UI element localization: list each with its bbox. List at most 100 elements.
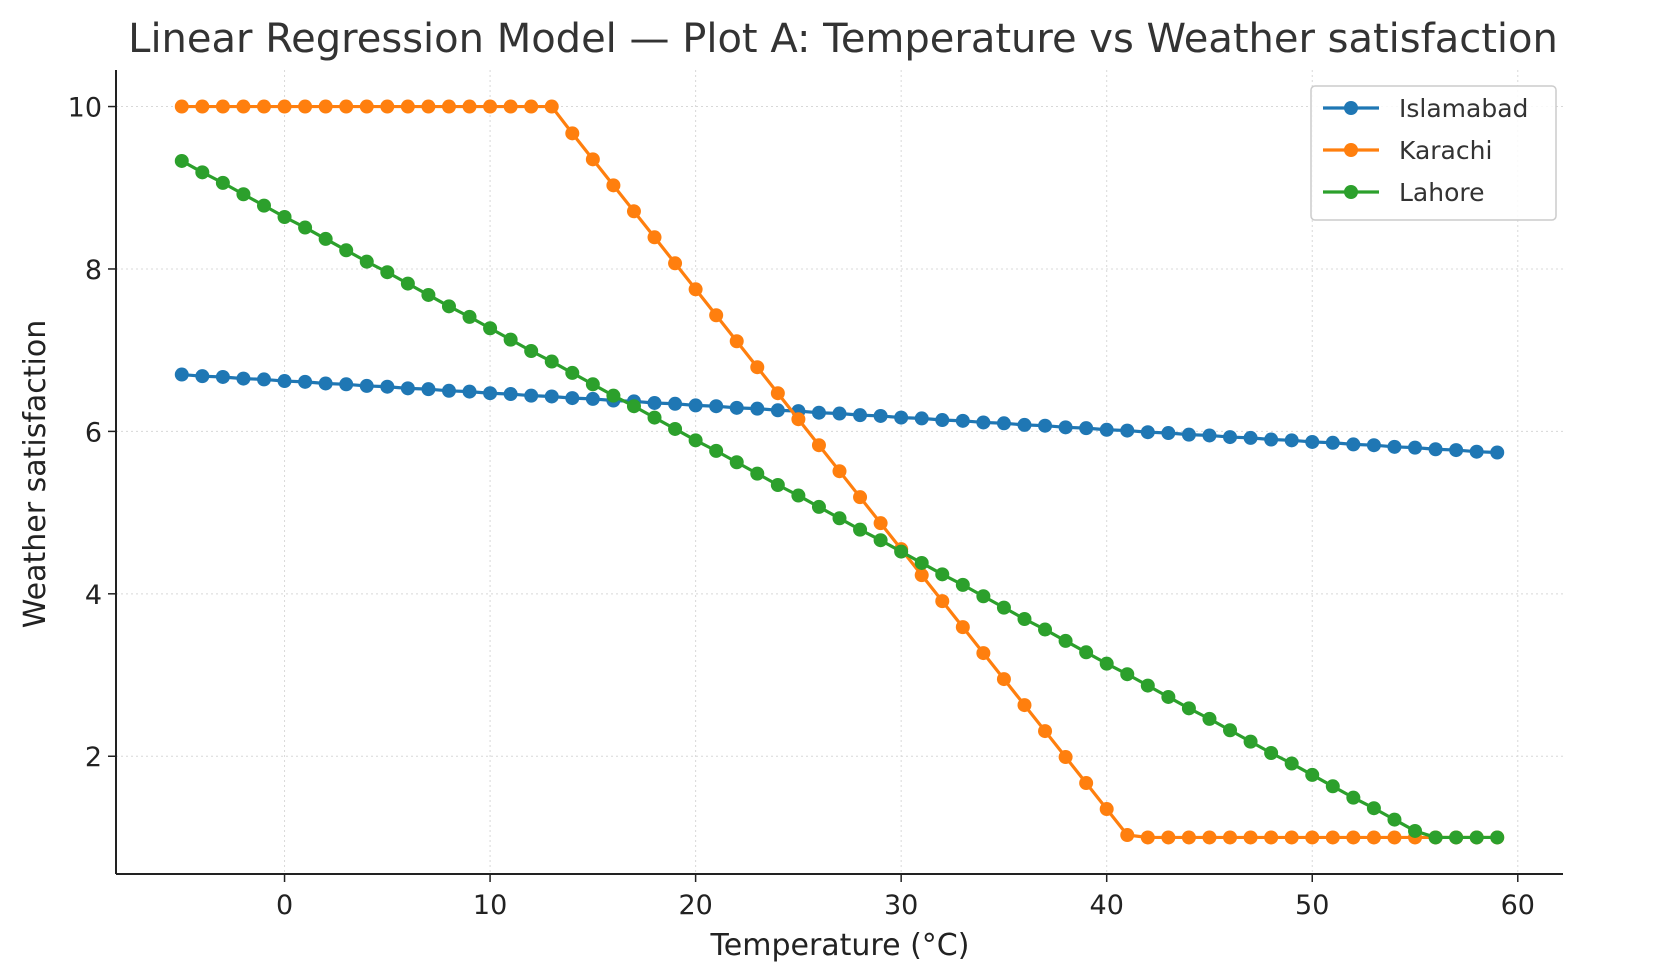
data-point-islamabad <box>1305 434 1320 449</box>
data-point-lahore <box>1058 633 1073 648</box>
data-point-lahore <box>1305 767 1320 782</box>
legend-marker-karachi <box>1344 143 1358 157</box>
data-point-lahore <box>1387 812 1402 827</box>
data-point-islamabad <box>647 395 662 410</box>
data-point-islamabad <box>1079 421 1094 436</box>
legend-item-lahore: Lahore <box>1323 178 1485 207</box>
data-point-lahore <box>462 309 477 324</box>
data-point-karachi <box>750 360 765 375</box>
data-point-lahore <box>1469 830 1484 845</box>
data-point-islamabad <box>1038 418 1053 433</box>
data-point-islamabad <box>483 386 498 401</box>
data-point-islamabad <box>976 415 991 430</box>
data-point-lahore <box>421 287 436 302</box>
data-point-islamabad <box>1264 432 1279 447</box>
legend-marker-lahore <box>1344 185 1358 199</box>
data-point-karachi <box>359 99 374 114</box>
data-point-islamabad <box>1387 439 1402 454</box>
data-point-islamabad <box>729 400 744 415</box>
data-point-karachi <box>688 282 703 297</box>
data-point-karachi <box>441 99 456 114</box>
chart-title: Linear Regression Model — Plot A: Temper… <box>128 16 1558 62</box>
data-point-islamabad <box>1181 427 1196 442</box>
data-point-islamabad <box>585 391 600 406</box>
legend-item-karachi: Karachi <box>1323 136 1492 165</box>
data-point-islamabad <box>750 401 765 416</box>
data-point-karachi <box>503 99 518 114</box>
x-tick-label: 50 <box>1295 890 1329 921</box>
data-point-karachi <box>174 99 189 114</box>
data-point-karachi <box>1161 830 1176 845</box>
data-point-lahore <box>955 577 970 592</box>
data-point-lahore <box>1490 830 1505 845</box>
legend-label-lahore: Lahore <box>1399 178 1485 207</box>
data-point-lahore <box>1017 611 1032 626</box>
data-point-islamabad <box>996 416 1011 431</box>
data-point-lahore <box>894 544 909 559</box>
data-point-karachi <box>1140 830 1155 845</box>
x-tick-label: 10 <box>473 890 507 921</box>
data-point-karachi <box>1058 750 1073 765</box>
x-axis-label: Temperature (°C) <box>710 928 970 963</box>
data-point-islamabad <box>1490 445 1505 460</box>
data-point-lahore <box>853 522 868 537</box>
data-point-islamabad <box>1366 438 1381 453</box>
data-point-karachi <box>380 99 395 114</box>
data-point-islamabad <box>1120 423 1135 438</box>
data-point-islamabad <box>853 408 868 423</box>
data-point-lahore <box>1140 678 1155 693</box>
data-point-karachi <box>606 178 621 193</box>
data-point-lahore <box>1264 745 1279 760</box>
legend-label-karachi: Karachi <box>1399 136 1492 165</box>
data-point-lahore <box>1243 734 1258 749</box>
data-point-karachi <box>462 99 477 114</box>
data-point-islamabad <box>1469 444 1484 459</box>
data-point-lahore <box>483 321 498 336</box>
data-point-islamabad <box>1017 417 1032 432</box>
data-point-lahore <box>1408 823 1423 838</box>
data-point-lahore <box>1366 801 1381 816</box>
series-lahore <box>174 153 1505 845</box>
data-point-islamabad <box>873 408 888 423</box>
data-point-islamabad <box>1449 443 1464 458</box>
data-point-karachi <box>195 99 210 114</box>
data-point-islamabad <box>1243 430 1258 445</box>
data-point-lahore <box>935 567 950 582</box>
data-point-lahore <box>1079 645 1094 660</box>
data-point-lahore <box>976 589 991 604</box>
data-point-karachi <box>955 620 970 635</box>
data-point-lahore <box>1161 689 1176 704</box>
data-point-karachi <box>565 126 580 141</box>
data-point-islamabad <box>503 387 518 402</box>
data-point-karachi <box>770 386 785 401</box>
data-point-karachi <box>668 256 683 271</box>
data-point-lahore <box>750 466 765 481</box>
data-point-islamabad <box>359 378 374 393</box>
data-point-karachi <box>483 99 498 114</box>
data-point-lahore <box>359 254 374 269</box>
data-point-islamabad <box>709 399 724 414</box>
data-point-karachi <box>709 308 724 323</box>
data-point-lahore <box>1038 622 1053 637</box>
y-tick-label: 6 <box>85 417 102 448</box>
data-point-lahore <box>1284 756 1299 771</box>
data-point-lahore <box>832 511 847 526</box>
data-point-karachi <box>318 99 333 114</box>
data-point-karachi <box>215 99 230 114</box>
data-point-lahore <box>1099 656 1114 671</box>
data-point-karachi <box>647 230 662 245</box>
data-point-karachi <box>400 99 415 114</box>
data-point-karachi <box>1017 698 1032 713</box>
data-point-lahore <box>996 600 1011 615</box>
data-point-karachi <box>935 594 950 609</box>
data-point-lahore <box>914 555 929 570</box>
data-point-karachi <box>524 99 539 114</box>
legend-box <box>1310 85 1557 221</box>
data-point-islamabad <box>318 376 333 391</box>
data-point-karachi <box>626 204 641 219</box>
data-point-islamabad <box>174 367 189 382</box>
data-point-islamabad <box>1202 428 1217 443</box>
data-point-lahore <box>400 276 415 291</box>
data-point-karachi <box>1120 828 1135 843</box>
data-point-lahore <box>709 443 724 458</box>
